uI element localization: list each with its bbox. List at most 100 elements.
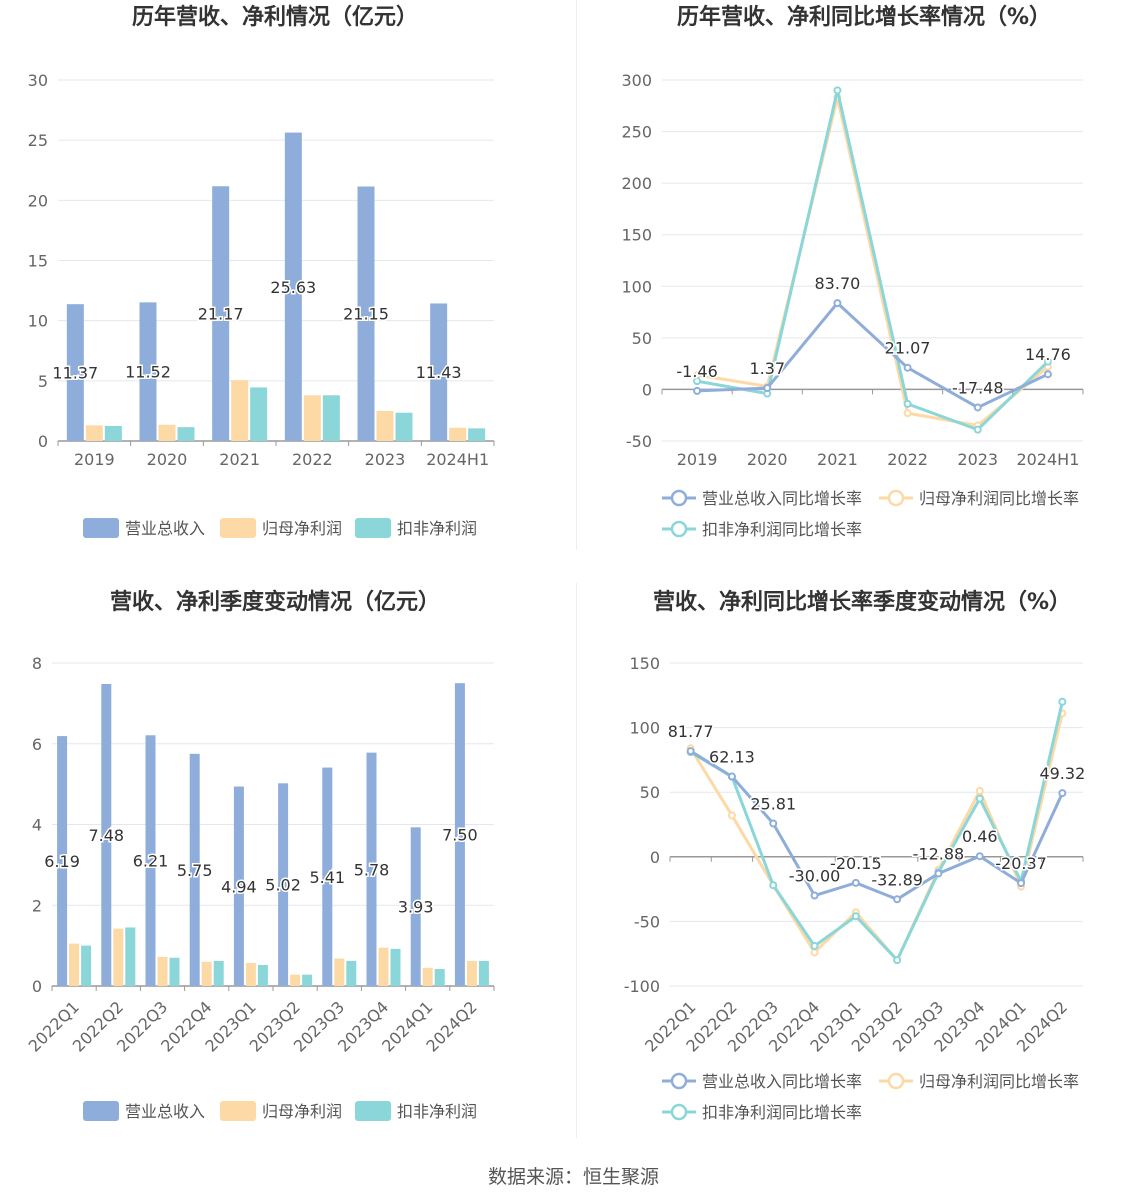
data-point <box>903 363 912 372</box>
data-point <box>1058 789 1067 798</box>
data-label: 11.43 <box>416 363 462 382</box>
y-tick-label: 250 <box>621 123 652 142</box>
y-tick-label: 0 <box>32 977 42 996</box>
legend-marker <box>670 489 688 507</box>
data-point <box>1043 357 1052 366</box>
data-label: 3.93 <box>398 898 434 917</box>
data-point <box>810 891 819 900</box>
legend-swatch <box>220 518 256 538</box>
data-label: 62.13 <box>709 748 755 767</box>
bar <box>250 387 268 441</box>
annual-bar-chart: 历年营收、净利情况（亿元） 0 5 10 15 20 25 30 11.37 11.52 21.17… <box>28 4 495 538</box>
legend-label: 营业总收入 <box>125 1102 205 1121</box>
data-label: 25.63 <box>270 278 316 297</box>
series-line <box>696 89 1049 432</box>
bar <box>257 965 268 986</box>
bar <box>346 960 357 986</box>
legend-marker <box>670 1103 688 1121</box>
data-point <box>833 299 842 308</box>
bar <box>245 962 256 986</box>
bar <box>430 303 448 441</box>
legend-swatch <box>220 1101 256 1121</box>
y-tick-label: 100 <box>621 277 652 296</box>
legend-label: 归母净利润同比增长率 <box>919 1072 1079 1091</box>
bar <box>212 186 230 441</box>
y-tick-label: 8 <box>32 654 42 673</box>
bar <box>139 302 157 441</box>
bar <box>322 395 340 441</box>
bar <box>390 948 401 986</box>
data-point <box>973 403 982 412</box>
data-label: 7.50 <box>442 826 478 845</box>
data-label: 7.48 <box>88 826 124 845</box>
data-point <box>833 86 842 95</box>
panel-divider-bottom <box>576 583 577 1138</box>
y-tick-label: -50 <box>634 912 660 931</box>
data-label: -30.00 <box>789 867 841 886</box>
bar <box>66 304 84 441</box>
bar <box>302 974 313 986</box>
bar <box>449 427 467 441</box>
bar <box>478 960 489 986</box>
data-label: 5.02 <box>265 876 301 895</box>
y-tick-label: 50 <box>640 783 660 802</box>
legend-swatch <box>83 1101 119 1121</box>
bar <box>85 425 103 441</box>
legend-marker <box>887 1072 905 1090</box>
legend-label: 营业总收入同比增长率 <box>702 1072 862 1091</box>
bar <box>213 960 224 986</box>
bar <box>125 927 136 986</box>
bar <box>81 945 92 986</box>
y-tick-label: 150 <box>629 654 660 673</box>
data-point <box>810 948 819 957</box>
x-tick-label: 2021 <box>219 450 260 469</box>
data-label: 21.07 <box>885 339 931 358</box>
x-tick-label: 2019 <box>74 450 115 469</box>
x-tick-label: 2022 <box>887 450 928 469</box>
data-point <box>1043 370 1052 379</box>
y-tick-label: 30 <box>28 71 48 90</box>
bar <box>69 943 80 986</box>
bar <box>233 786 244 986</box>
data-source-note: 数据来源：恒生聚源 <box>487 1166 659 1188</box>
annual-line-chart: 历年营收、净利同比增长率情况（%） -50 0 50 100 150 200 250 300 -1… <box>621 4 1084 539</box>
y-tick-label: 4 <box>32 816 42 835</box>
data-point <box>975 786 984 795</box>
data-label: 11.37 <box>52 364 98 383</box>
panel-divider-top <box>576 0 577 550</box>
chart-title: 营收、净利同比增长率季度变动情况（%） <box>653 589 1071 615</box>
legend-swatch <box>83 518 119 538</box>
data-point <box>851 912 860 921</box>
bar <box>57 736 68 986</box>
legend-label: 扣非净利润同比增长率 <box>702 1103 862 1122</box>
bar <box>189 753 200 986</box>
quarterly-line-chart: 营收、净利同比增长率季度变动情况（%） -100 -50 0 50 100 150 81.77… <box>624 589 1087 1122</box>
bar <box>104 425 122 441</box>
bar <box>466 960 477 986</box>
bar <box>434 969 445 986</box>
data-point <box>769 819 778 828</box>
legend-marker <box>670 520 688 538</box>
bar <box>322 767 333 986</box>
x-tick-label: 2022 <box>292 450 333 469</box>
chart-title: 历年营收、净利情况（亿元） <box>132 4 418 30</box>
y-tick-label: 6 <box>32 735 42 754</box>
bar <box>303 395 321 441</box>
y-tick-label: 5 <box>38 372 48 391</box>
y-tick-label: 25 <box>28 131 48 150</box>
legend-label: 归母净利润 <box>262 519 342 538</box>
y-tick-label: 10 <box>28 312 48 331</box>
x-tick-label: 2024H1 <box>426 450 489 469</box>
bar <box>201 961 212 986</box>
data-label: -32.89 <box>871 870 923 889</box>
x-tick-label: 2021 <box>817 450 858 469</box>
data-label: 5.78 <box>354 860 390 879</box>
y-tick-label: 2 <box>32 896 42 915</box>
data-label: 25.81 <box>750 794 796 813</box>
data-point <box>975 794 984 803</box>
series-line <box>696 97 1049 428</box>
legend-marker <box>887 489 905 507</box>
bar <box>376 410 394 441</box>
bar <box>468 428 486 441</box>
data-point <box>973 425 982 434</box>
